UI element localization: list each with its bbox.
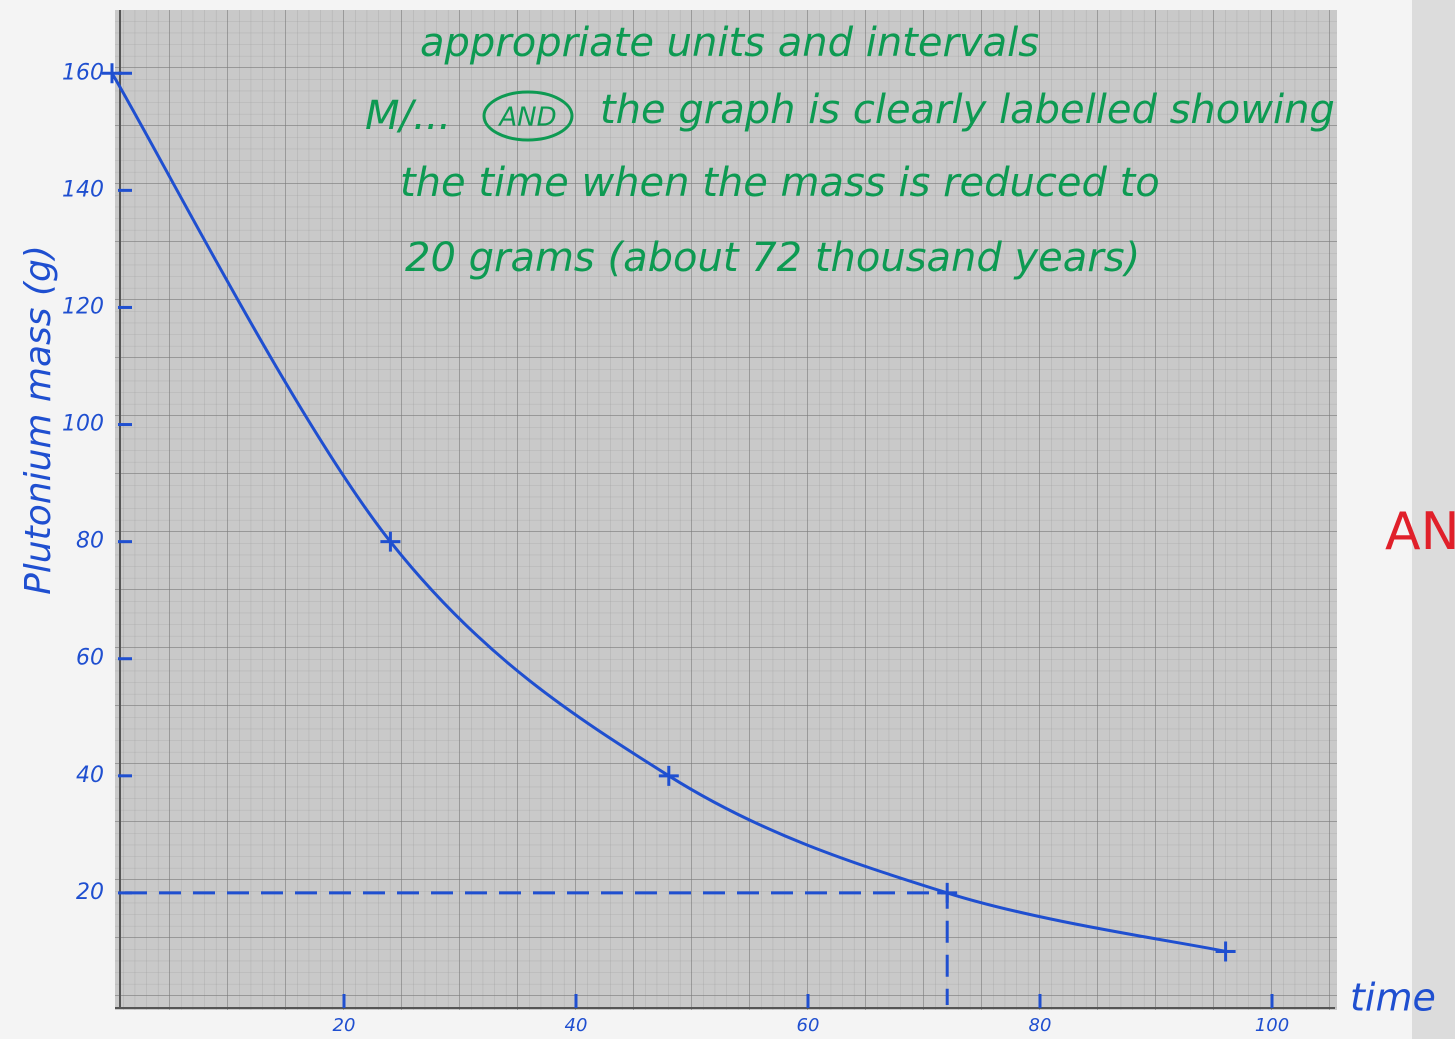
chart: appropriate units and intervals M/... AN…	[0, 0, 1455, 1039]
y-tick-label: 160	[62, 60, 104, 85]
y-tick-label: 60	[76, 646, 104, 671]
annotation: 20 grams (about 72 thousand years)	[405, 235, 1140, 281]
x-tick-label: 80	[1029, 1015, 1052, 1036]
annotation: the graph is clearly labelled showing	[600, 87, 1335, 133]
x-tick-label: 40	[565, 1015, 588, 1036]
annotation: AND	[497, 103, 556, 133]
x-tick-label: 60	[797, 1015, 820, 1036]
y-tick-label: 100	[62, 412, 104, 437]
y-tick-label: 40	[76, 763, 104, 788]
annotation: the time when the mass is reduced to	[400, 160, 1160, 206]
y-tick-label: 20	[76, 880, 104, 905]
annotation: M/...	[365, 93, 451, 139]
x-axis-label: time	[1350, 976, 1436, 1020]
annotation: appropriate units and intervals	[420, 20, 1039, 66]
y-tick-label: 140	[62, 177, 104, 202]
y-tick-label: 120	[62, 294, 104, 319]
margin-mark: AN	[1385, 502, 1455, 562]
x-tick-label: 20	[333, 1015, 356, 1036]
x-tick-label: 100	[1255, 1015, 1289, 1036]
y-axis-label: Plutonium mass (g)	[18, 245, 59, 595]
y-tick-label: 80	[76, 529, 104, 554]
